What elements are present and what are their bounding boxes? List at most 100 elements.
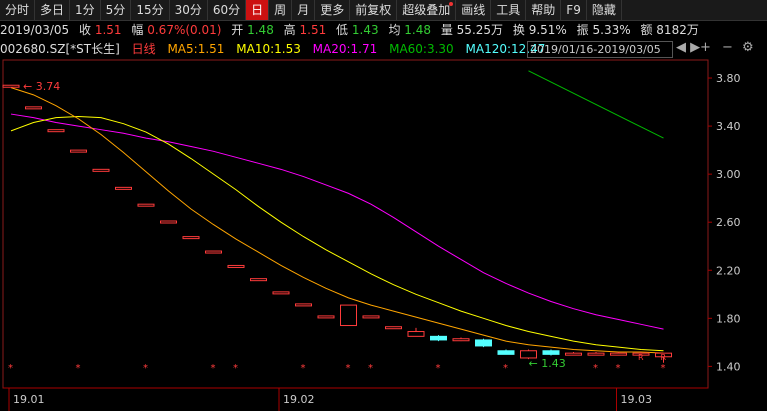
candle — [295, 303, 312, 307]
period-tab-6[interactable]: 60分 — [208, 0, 247, 20]
star-marker-icon: * — [8, 363, 13, 374]
star-marker-icon: * — [301, 363, 306, 374]
plus-icon[interactable]: + — [700, 40, 711, 55]
candle — [2, 84, 20, 88]
y-tick-label: 2.60 — [716, 216, 741, 229]
star-marker-icon: * — [503, 363, 508, 374]
ma5-label: MA5:1.51 — [167, 42, 225, 56]
candle — [115, 186, 132, 190]
period-tab-7[interactable]: 日 — [246, 0, 270, 20]
period-tab-10[interactable]: 更多 — [315, 0, 351, 20]
period-tab-11[interactable]: 前复权 — [350, 0, 398, 20]
settings-icon[interactable]: ⚙ — [742, 40, 754, 55]
candle — [182, 236, 200, 240]
low-value: 低 1.43 — [336, 23, 379, 37]
candle — [250, 278, 267, 282]
stock-code: 002680.SZ — [0, 42, 66, 56]
candle — [407, 331, 425, 337]
candle — [272, 291, 290, 295]
close-value: 收 1.51 — [79, 23, 122, 37]
minus-icon[interactable]: − — [722, 40, 733, 55]
candle — [430, 335, 447, 341]
period-toolbar: 分时 多日 1分 5分 15分 30分 60分日周月更多 前复权 超级叠加 画线 工具 帮助 F9 隐藏 — [0, 0, 767, 21]
ma20-label: MA20:1.71 — [312, 42, 378, 56]
period-label: 日线 — [131, 42, 156, 56]
period-tab-14[interactable]: 工具 — [491, 0, 527, 20]
candle — [317, 315, 335, 319]
candle — [475, 339, 492, 347]
star-marker-icon: * — [661, 363, 666, 374]
chart-frame — [2, 59, 709, 389]
r-marker: R — [661, 353, 667, 362]
x-tick-label: 19.03 — [621, 393, 653, 406]
candle — [160, 220, 177, 224]
star-marker-icon: * — [616, 363, 621, 374]
open-value: 开 1.48 — [231, 23, 274, 37]
star-marker-icon: * — [143, 363, 148, 374]
quote-info-bar: 2019/03/05 收 1.51 幅 0.67%(0.01) 开 1.48 高… — [0, 21, 767, 39]
candle — [452, 338, 470, 342]
star-marker-icon: * — [76, 363, 81, 374]
ma10-line — [10, 115, 664, 352]
candle — [340, 304, 357, 327]
y-tick-label: 1.40 — [716, 360, 741, 373]
period-tab-9[interactable]: 月 — [292, 0, 316, 20]
star-marker-icon: * — [346, 363, 351, 374]
period-tab-3[interactable]: 5分 — [101, 0, 132, 20]
period-tab-4[interactable]: 15分 — [131, 0, 170, 20]
notification-dot — [449, 2, 454, 6]
candle — [610, 352, 627, 356]
ma10-label: MA10:1.53 — [236, 42, 301, 56]
star-marker-icon: * — [211, 363, 216, 374]
low-marker: ← 1.43 — [529, 357, 566, 370]
ma20-line — [10, 113, 664, 330]
period-tab-0[interactable]: 分时 — [0, 0, 36, 20]
x-tick-label: 19.02 — [283, 393, 315, 406]
ma60-label: MA60:3.30 — [389, 42, 454, 56]
y-tick-label: 2.20 — [716, 264, 741, 277]
star-marker-icon: * — [233, 363, 238, 374]
period-tab-8[interactable]: 周 — [269, 0, 293, 20]
period-tab-16[interactable]: F9 — [561, 0, 587, 20]
stock-name: [*ST长生] — [65, 42, 120, 56]
ma120-label: MA120:12.47 — [465, 42, 546, 56]
star-marker-icon: * — [436, 363, 441, 374]
period-tab-1[interactable]: 多日 — [35, 0, 71, 20]
candle — [227, 264, 245, 268]
candle — [25, 106, 42, 110]
candle — [92, 168, 110, 172]
r-marker: R — [638, 353, 644, 362]
y-tick-label: 3.00 — [716, 168, 741, 181]
candle — [497, 350, 515, 355]
period-tab-15[interactable]: 帮助 — [526, 0, 562, 20]
candle — [542, 350, 560, 355]
ma-legend-bar: 002680.SZ[*ST长生] 日线 MA5:1.51 MA10:1.53 M… — [0, 39, 767, 59]
change-value: 幅 0.67%(0.01) — [131, 23, 222, 37]
avg-value: 均 1.48 — [388, 23, 431, 37]
candle — [137, 203, 155, 207]
high-value: 高 1.51 — [283, 23, 327, 37]
y-tick-label: 1.80 — [716, 312, 741, 325]
candle — [362, 315, 380, 319]
candle — [587, 352, 605, 356]
period-tab-12[interactable]: 超级叠加 — [397, 0, 457, 20]
nav-arrows[interactable]: ◀ ▶ — [676, 40, 701, 55]
candle — [520, 350, 537, 359]
y-tick-label: 3.40 — [716, 120, 741, 133]
candle — [205, 250, 222, 254]
turnover-value: 换 9.51% — [512, 23, 567, 37]
ma60-line — [528, 70, 664, 139]
y-tick-label: 3.80 — [716, 72, 741, 85]
period-tab-13[interactable]: 画线 — [456, 0, 492, 20]
star-marker-icon: * — [368, 363, 373, 374]
volume-value: 量 55.25万 — [440, 23, 504, 37]
candle — [47, 129, 65, 133]
period-tab-17[interactable]: 隐藏 — [587, 0, 622, 20]
period-tab-2[interactable]: 1分 — [70, 0, 101, 20]
ma5-line — [10, 87, 664, 354]
period-tab-5[interactable]: 30分 — [170, 0, 208, 20]
candle — [385, 326, 402, 330]
amount-value: 额 8182万 — [640, 23, 699, 37]
date-range-box[interactable]: 2019/01/16-2019/03/05 — [527, 41, 673, 58]
